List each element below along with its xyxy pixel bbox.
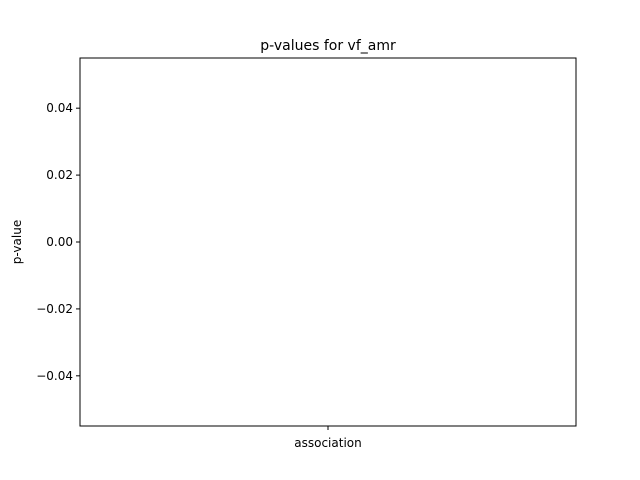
plot-area: 0.04 0.02 0.00 −0.02 −0.04 association	[36, 57, 577, 450]
chart-title: p-values for vf_amr	[260, 38, 396, 54]
y-tick-label: 0.00	[46, 235, 73, 249]
x-tick-label: association	[294, 436, 361, 450]
y-tick-label: −0.02	[36, 302, 73, 316]
axes-frame	[79, 57, 577, 427]
y-axis-label: p-value	[10, 220, 24, 264]
y-tick-label: 0.04	[46, 101, 73, 115]
y-tick-label: −0.04	[36, 369, 73, 383]
y-tick-label: 0.02	[46, 168, 73, 182]
